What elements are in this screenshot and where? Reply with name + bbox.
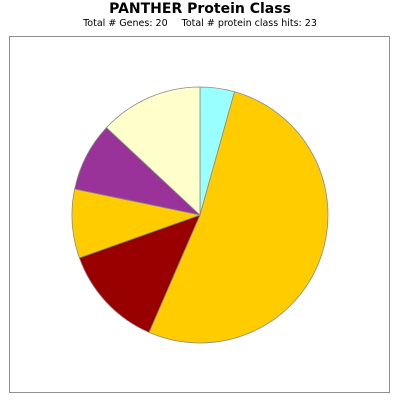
pie-slices: [72, 87, 328, 343]
